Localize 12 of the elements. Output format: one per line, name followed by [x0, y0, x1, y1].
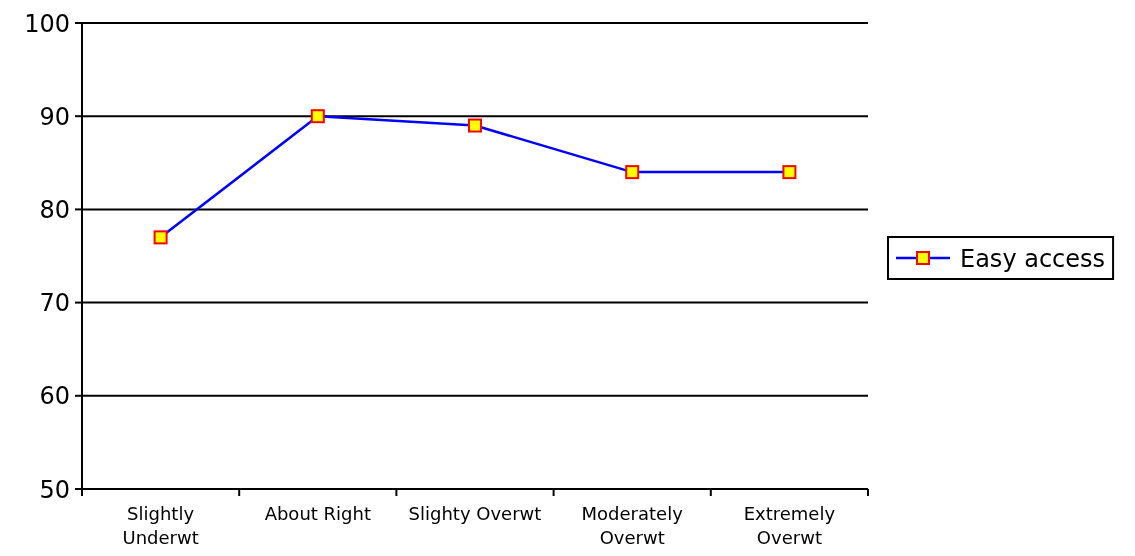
y-tick-label: 80 [39, 196, 70, 225]
x-tick-label: Slighty Overwt [408, 503, 542, 524]
x-tick-label: Extremely Overwt [743, 503, 836, 548]
y-tick-label: 100 [24, 9, 70, 38]
x-tick-label: About Right [264, 503, 371, 524]
y-tick-label: 70 [39, 289, 70, 318]
y-tick-label: 60 [39, 382, 70, 411]
legend-label: Easy access [960, 244, 1106, 273]
y-tick-label: 50 [39, 475, 70, 504]
x-tick-label: Moderately Overwt [581, 503, 684, 548]
x-tick-label: Slightly Underwt [122, 503, 199, 548]
y-tick-label: 90 [39, 102, 70, 131]
